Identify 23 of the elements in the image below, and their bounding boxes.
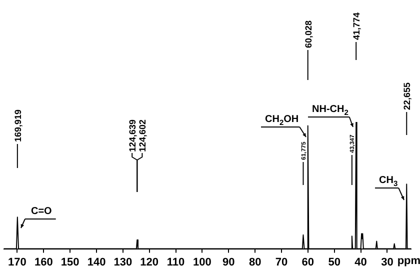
x-tick-label: 40 bbox=[354, 256, 367, 268]
x-tick-label: 120 bbox=[140, 256, 159, 268]
annotation: 22,655 bbox=[402, 82, 412, 110]
x-tick-label: 50 bbox=[328, 256, 340, 268]
x-tick-label: 90 bbox=[222, 256, 235, 268]
annotation: 124,639 bbox=[128, 119, 138, 152]
annotation: 169,919 bbox=[12, 109, 23, 142]
x-tick-label: 140 bbox=[87, 256, 106, 268]
annotation: 124,602 bbox=[138, 119, 148, 152]
x-tick-label: 170 bbox=[8, 256, 26, 268]
x-tick-label: 60 bbox=[302, 256, 314, 268]
x-tick-label: 160 bbox=[34, 256, 53, 268]
annotation: C=O bbox=[31, 206, 52, 217]
annotation: 41,774 bbox=[352, 12, 362, 40]
x-tick-label: 100 bbox=[193, 256, 212, 268]
x-tick-label: 30 bbox=[381, 256, 394, 268]
annotation: 60,028 bbox=[303, 20, 314, 48]
x-tick-label: 80 bbox=[248, 256, 262, 268]
x-axis-title: ppm bbox=[397, 255, 420, 268]
x-tick-label: 70 bbox=[275, 256, 288, 268]
x-tick-label: 150 bbox=[60, 256, 80, 268]
x-tick-label: 130 bbox=[114, 256, 132, 268]
x-tick-label: 110 bbox=[166, 256, 185, 268]
